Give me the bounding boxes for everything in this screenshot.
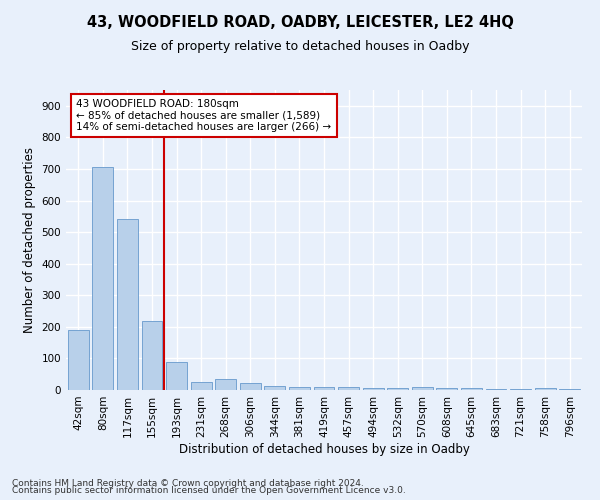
Bar bbox=[117, 220, 138, 390]
Bar bbox=[142, 320, 163, 390]
Bar bbox=[289, 387, 310, 390]
Y-axis label: Number of detached properties: Number of detached properties bbox=[23, 147, 36, 333]
Bar bbox=[68, 330, 89, 390]
Text: Size of property relative to detached houses in Oadby: Size of property relative to detached ho… bbox=[131, 40, 469, 53]
Bar bbox=[412, 388, 433, 390]
Bar bbox=[92, 166, 113, 390]
Text: 43, WOODFIELD ROAD, OADBY, LEICESTER, LE2 4HQ: 43, WOODFIELD ROAD, OADBY, LEICESTER, LE… bbox=[86, 15, 514, 30]
Bar bbox=[166, 362, 187, 390]
Bar bbox=[265, 386, 286, 390]
Bar bbox=[436, 388, 457, 390]
Text: Contains HM Land Registry data © Crown copyright and database right 2024.: Contains HM Land Registry data © Crown c… bbox=[12, 478, 364, 488]
Text: 43 WOODFIELD ROAD: 180sqm
← 85% of detached houses are smaller (1,589)
14% of se: 43 WOODFIELD ROAD: 180sqm ← 85% of detac… bbox=[76, 99, 331, 132]
Bar bbox=[535, 388, 556, 390]
Bar bbox=[314, 387, 334, 390]
Bar bbox=[387, 388, 408, 390]
Bar bbox=[338, 387, 359, 390]
X-axis label: Distribution of detached houses by size in Oadby: Distribution of detached houses by size … bbox=[179, 442, 469, 456]
Bar bbox=[362, 388, 383, 390]
Bar bbox=[215, 379, 236, 390]
Bar bbox=[240, 383, 261, 390]
Bar bbox=[485, 389, 506, 390]
Bar bbox=[461, 388, 482, 390]
Bar bbox=[191, 382, 212, 390]
Text: Contains public sector information licensed under the Open Government Licence v3: Contains public sector information licen… bbox=[12, 486, 406, 495]
